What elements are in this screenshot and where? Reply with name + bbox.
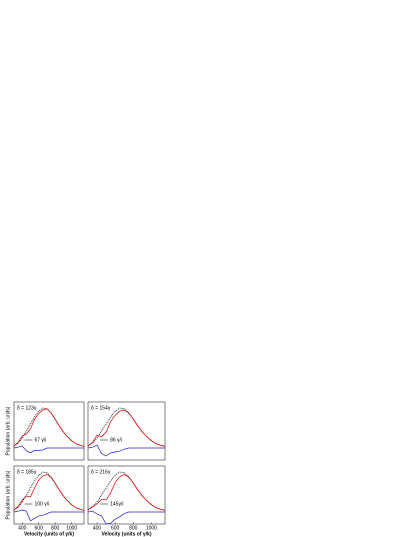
bracket-label: 86 γ/i bbox=[110, 437, 122, 443]
panel-label: δ = 154γ bbox=[91, 405, 111, 411]
plot-frame bbox=[87, 465, 166, 525]
series-line bbox=[13, 407, 85, 447]
panel-label: δ = 123γ bbox=[17, 405, 37, 411]
panel-label: δ = 216γ bbox=[91, 469, 111, 475]
x-tick-label: 1000 bbox=[146, 525, 157, 531]
x-tick-label: 400 bbox=[93, 525, 102, 531]
x-axis-label: Velocity (units of γ/k) bbox=[24, 531, 74, 537]
series-line bbox=[13, 509, 84, 522]
x-tick-label: 800 bbox=[51, 525, 60, 531]
plot-frame bbox=[13, 401, 85, 461]
y-axis-label: Population (arb. units) bbox=[5, 406, 11, 455]
x-tick-label: 1000 bbox=[66, 525, 77, 531]
bracket-label: 100 γ/i bbox=[34, 501, 49, 507]
series-line bbox=[87, 510, 165, 525]
series-line bbox=[87, 409, 166, 447]
series-line bbox=[13, 474, 85, 511]
series-line bbox=[13, 408, 85, 447]
x-tick-label: 600 bbox=[35, 525, 44, 531]
series-line bbox=[87, 473, 166, 511]
x-tick-label: 400 bbox=[18, 525, 27, 531]
x-axis-label: Velocity (units of γ/k) bbox=[101, 531, 151, 537]
series-line bbox=[87, 471, 166, 511]
plot-frame bbox=[13, 465, 85, 525]
series-line bbox=[13, 445, 84, 454]
series-line bbox=[87, 407, 166, 447]
x-tick-label: 600 bbox=[111, 525, 120, 531]
y-axis-label: Population (arb. units) bbox=[5, 470, 11, 519]
plot-frame bbox=[87, 401, 166, 461]
bracket-label: 145γ/i bbox=[110, 501, 123, 507]
x-tick-label: 800 bbox=[129, 525, 138, 531]
panel-label: δ = 185γ bbox=[17, 469, 37, 475]
bracket-label: 67 γ/i bbox=[34, 437, 46, 443]
series-line bbox=[87, 444, 165, 457]
